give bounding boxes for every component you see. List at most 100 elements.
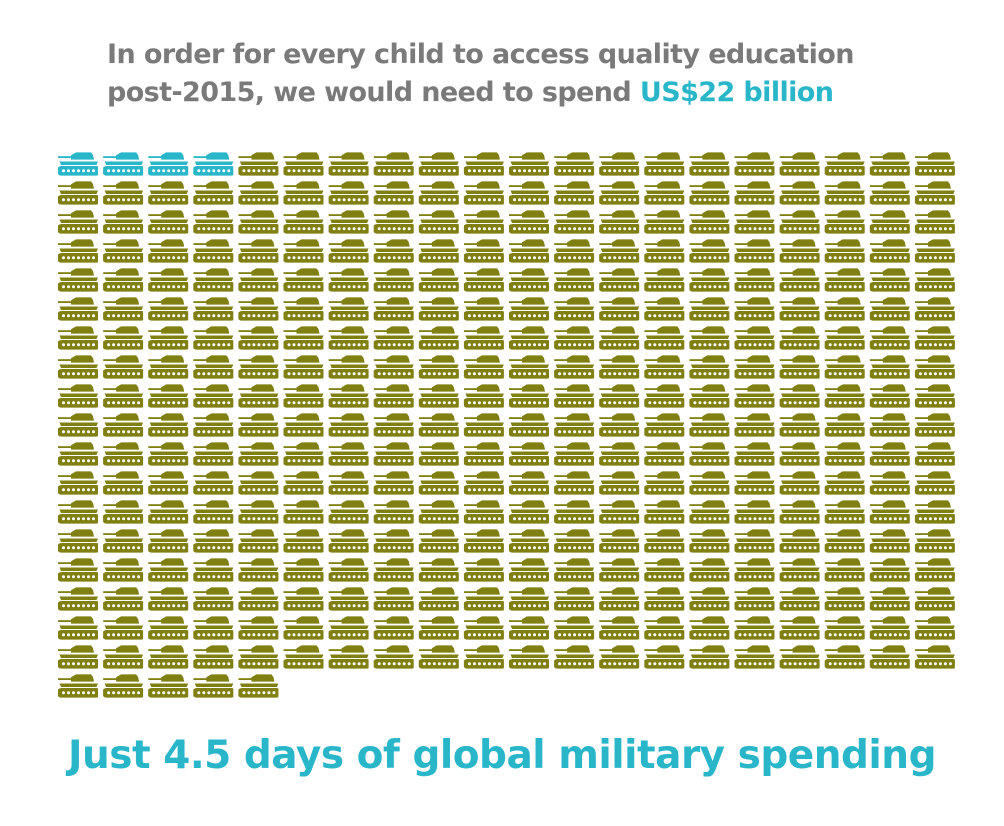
tank-icon bbox=[554, 587, 595, 611]
tank-icon bbox=[328, 210, 369, 234]
tank-icon bbox=[238, 268, 279, 292]
tank-icon bbox=[328, 297, 369, 321]
tank-icon bbox=[869, 587, 910, 611]
tank-icon bbox=[779, 152, 820, 176]
tank-icon bbox=[914, 616, 955, 640]
tank-icon bbox=[103, 413, 144, 437]
tank-icon bbox=[734, 239, 775, 263]
tank-icon bbox=[103, 616, 144, 640]
tank-icon bbox=[283, 500, 324, 524]
tank-icon bbox=[373, 210, 414, 234]
tank-icon bbox=[238, 181, 279, 205]
tank-icon bbox=[824, 181, 865, 205]
tank-icon bbox=[689, 239, 730, 263]
tank-icon bbox=[824, 239, 865, 263]
tank-icon bbox=[103, 268, 144, 292]
tank-icon bbox=[58, 558, 98, 582]
tank-icon bbox=[599, 239, 640, 263]
tank-icon bbox=[509, 616, 549, 640]
tank-icon bbox=[463, 529, 504, 553]
tank-icon bbox=[689, 529, 730, 553]
tank-icon bbox=[193, 384, 234, 408]
tank-icon bbox=[779, 529, 820, 553]
tank-icon bbox=[328, 558, 369, 582]
tank-icon bbox=[328, 616, 369, 640]
tank-icon bbox=[689, 616, 730, 640]
tank-icon bbox=[869, 355, 910, 379]
tank-icon bbox=[373, 558, 414, 582]
tank-icon bbox=[599, 587, 640, 611]
tank-icon bbox=[599, 326, 640, 350]
tank-icon-partial bbox=[238, 152, 279, 176]
tank-icon bbox=[779, 326, 820, 350]
tank-icon bbox=[328, 384, 369, 408]
tank-icon bbox=[779, 239, 820, 263]
tank-icon bbox=[599, 181, 640, 205]
tank-icon bbox=[283, 529, 324, 553]
tank-icon bbox=[644, 645, 685, 669]
headline-line-2-text: post-2015, we would need to spend bbox=[107, 77, 640, 108]
tank-icon bbox=[824, 558, 865, 582]
tank-icon bbox=[509, 326, 549, 350]
tank-icon bbox=[418, 558, 459, 582]
tank-icon bbox=[463, 268, 504, 292]
tank-icon bbox=[824, 384, 865, 408]
tank-icon bbox=[599, 355, 640, 379]
tank-icon bbox=[328, 239, 369, 263]
tank-icon bbox=[463, 297, 504, 321]
tank-icon bbox=[328, 587, 369, 611]
tank-icon bbox=[644, 529, 685, 553]
tank-icon bbox=[824, 326, 865, 350]
tank-icon bbox=[328, 355, 369, 379]
tank-icon bbox=[914, 181, 955, 205]
tank-icon bbox=[373, 152, 414, 176]
tank-icon bbox=[734, 326, 775, 350]
tank-icon bbox=[238, 297, 279, 321]
tank-icon bbox=[328, 326, 369, 350]
tank-icon bbox=[328, 442, 369, 466]
tank-icon bbox=[418, 413, 459, 437]
tank-icon bbox=[418, 500, 459, 524]
tank-icon-highlighted bbox=[148, 152, 189, 176]
tank-icon bbox=[644, 558, 685, 582]
tank-icon bbox=[779, 587, 820, 611]
tank-icon bbox=[509, 355, 549, 379]
tank-icon bbox=[373, 616, 414, 640]
tank-icon bbox=[328, 645, 369, 669]
tank-icon bbox=[463, 471, 504, 495]
tank-icon bbox=[193, 297, 234, 321]
tank-icon bbox=[148, 210, 189, 234]
headline-highlight: US$22 billion bbox=[639, 77, 834, 108]
tank-icon bbox=[869, 442, 910, 466]
tank-icon bbox=[193, 413, 234, 437]
tank-icon bbox=[644, 413, 685, 437]
tank-icon bbox=[869, 645, 910, 669]
tank-icon bbox=[193, 442, 234, 466]
tank-icon bbox=[779, 384, 820, 408]
tank-icon bbox=[644, 471, 685, 495]
tank-icon-highlighted bbox=[58, 152, 98, 176]
tank-icon bbox=[869, 152, 910, 176]
tank-icon bbox=[193, 239, 234, 263]
tank-icon bbox=[509, 558, 549, 582]
tank-icon bbox=[193, 529, 234, 553]
tank-icon bbox=[373, 355, 414, 379]
tank-icon bbox=[283, 181, 324, 205]
tank-icon bbox=[418, 268, 459, 292]
tank-icon bbox=[689, 413, 730, 437]
tank-icon bbox=[193, 587, 234, 611]
tank-icon bbox=[779, 645, 820, 669]
tank-icon bbox=[554, 471, 595, 495]
tank-icon bbox=[779, 558, 820, 582]
tank-icon bbox=[238, 645, 279, 669]
tank-icon bbox=[463, 239, 504, 263]
tank-icon bbox=[869, 297, 910, 321]
tank-icon bbox=[463, 616, 504, 640]
tank-icon bbox=[509, 587, 549, 611]
tank-icon bbox=[103, 558, 144, 582]
tank-icon bbox=[734, 210, 775, 234]
tank-icon bbox=[238, 529, 279, 553]
tank-icon bbox=[824, 297, 865, 321]
tank-icon bbox=[914, 645, 955, 669]
tank-icon bbox=[779, 210, 820, 234]
